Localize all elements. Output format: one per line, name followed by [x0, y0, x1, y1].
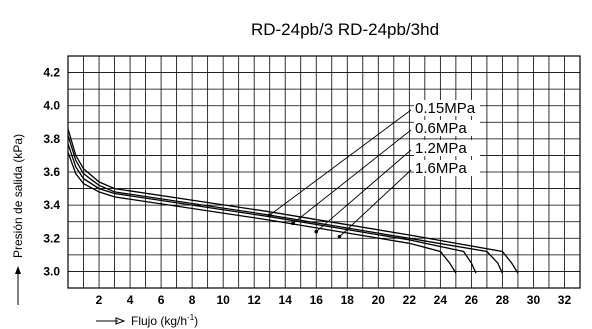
y-tick-label: 3.6 — [43, 165, 60, 179]
annotation-label: 1.2MPa — [415, 140, 467, 157]
x-axis-label-sup: -1 — [187, 313, 195, 322]
y-tick-label: 4.0 — [43, 99, 60, 113]
annotation-marker — [267, 213, 272, 217]
y-tick-label: 3.8 — [43, 132, 60, 146]
x-tick-label: 26 — [465, 293, 479, 307]
chart-title: RD-24pb/3 RD-24pb/3hd — [251, 20, 439, 39]
annotation-label: 1.6MPa — [415, 160, 467, 177]
annotation-label-bg — [414, 140, 480, 156]
annotation-leader — [292, 129, 412, 224]
annotation-marker — [314, 229, 319, 234]
x-tick-label: 8 — [189, 293, 196, 307]
x-tick-label: 12 — [248, 293, 262, 307]
x-tick-label: 6 — [158, 293, 165, 307]
annotation-marker — [337, 234, 342, 239]
y-axis-arrow-head — [15, 266, 21, 274]
annotation-label-bg — [414, 100, 480, 116]
series-line-0.15MPa — [67, 151, 457, 274]
annotation-leader — [339, 169, 412, 237]
y-tick-label: 3.2 — [43, 231, 60, 245]
x-axis-label-group: Flujo (kg/h-1) — [96, 313, 198, 328]
series-annotations: 0.15MPa 0.6MPa 1.2MPa 1.6MPa — [267, 100, 480, 239]
series-line-0.6MPa — [67, 143, 477, 274]
x-tick-label: 22 — [403, 293, 417, 307]
y-axis-label: Presión de salida (kPa) — [11, 134, 25, 258]
y-tick-label: 3.0 — [43, 264, 60, 278]
x-tick-label: 16 — [310, 293, 324, 307]
x-tick-label: 10 — [216, 293, 230, 307]
annotation-label-bg — [414, 160, 480, 176]
x-tick-label: 20 — [372, 293, 386, 307]
tick-labels: 2 4 6 8 10 12 14 16 18 20 22 24 26 28 30 323.03.23.43.6… — [43, 66, 571, 307]
x-tick-label: 14 — [279, 293, 293, 307]
x-tick-label: 32 — [558, 293, 572, 307]
annotation-leader — [315, 149, 412, 232]
x-tick-label: 4 — [127, 293, 134, 307]
annotation-label-bg — [414, 120, 480, 136]
x-axis-arrow-head — [115, 317, 126, 325]
x-tick-label: 28 — [496, 293, 510, 307]
x-tick-label: 30 — [527, 293, 541, 307]
x-axis-label: Flujo (kg/h-1) — [131, 313, 198, 328]
y-tick-label: 4.2 — [43, 66, 60, 80]
x-axis-label-main: Flujo (kg/h — [131, 314, 187, 328]
series-lines — [67, 128, 519, 274]
y-axis-label-group: Presión de salida (kPa) — [11, 134, 25, 305]
x-tick-label: 2 — [96, 293, 103, 307]
y-tick-label: 3.4 — [43, 198, 60, 212]
x-axis-label-end: ) — [194, 314, 198, 328]
series-line-1.6MPa — [67, 128, 519, 274]
annotation-marker — [291, 221, 295, 226]
x-tick-label: 18 — [341, 293, 355, 307]
annotation-leader — [269, 109, 412, 216]
annotation-label: 0.6MPa — [415, 120, 467, 137]
annotation-label: 0.15MPa — [415, 100, 476, 117]
series-line-1.2MPa — [67, 135, 503, 274]
x-tick-label: 24 — [434, 293, 448, 307]
